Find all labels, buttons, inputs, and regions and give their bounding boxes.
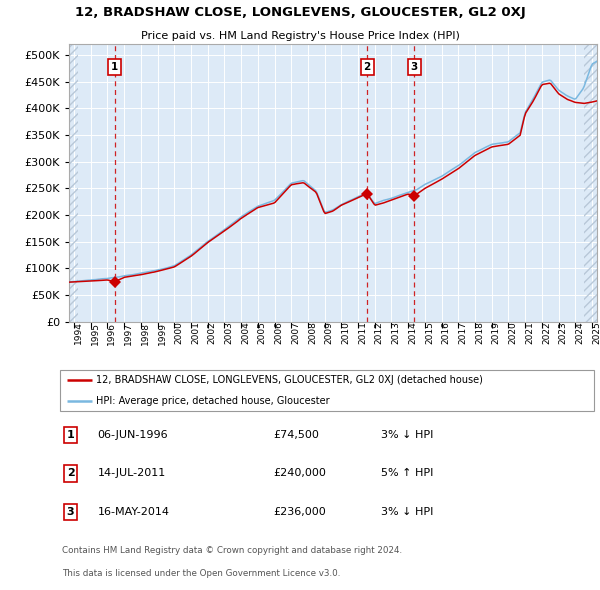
Text: 2: 2 bbox=[67, 468, 74, 478]
Text: 2022: 2022 bbox=[542, 322, 551, 344]
Text: 2001: 2001 bbox=[191, 322, 200, 345]
Text: Price paid vs. HM Land Registry's House Price Index (HPI): Price paid vs. HM Land Registry's House … bbox=[140, 31, 460, 41]
Text: £240,000: £240,000 bbox=[273, 468, 326, 478]
FancyBboxPatch shape bbox=[60, 370, 594, 411]
Text: 2: 2 bbox=[364, 61, 371, 71]
Text: 2018: 2018 bbox=[475, 322, 484, 345]
Text: 3: 3 bbox=[411, 61, 418, 71]
Text: 14-JUL-2011: 14-JUL-2011 bbox=[97, 468, 166, 478]
Text: 3: 3 bbox=[67, 507, 74, 517]
Text: 1999: 1999 bbox=[158, 322, 167, 345]
Text: 16-MAY-2014: 16-MAY-2014 bbox=[97, 507, 170, 517]
Text: 2015: 2015 bbox=[425, 322, 434, 345]
Text: £236,000: £236,000 bbox=[273, 507, 326, 517]
Text: 5% ↑ HPI: 5% ↑ HPI bbox=[381, 468, 433, 478]
Text: 2008: 2008 bbox=[308, 322, 317, 345]
Text: 2010: 2010 bbox=[341, 322, 350, 345]
Text: 2014: 2014 bbox=[408, 322, 417, 345]
Text: HPI: Average price, detached house, Gloucester: HPI: Average price, detached house, Glou… bbox=[96, 396, 329, 406]
Text: 12, BRADSHAW CLOSE, LONGLEVENS, GLOUCESTER, GL2 0XJ (detached house): 12, BRADSHAW CLOSE, LONGLEVENS, GLOUCEST… bbox=[96, 375, 483, 385]
Text: 1: 1 bbox=[111, 61, 118, 71]
Text: 1997: 1997 bbox=[124, 322, 133, 345]
Text: 2016: 2016 bbox=[442, 322, 451, 345]
Bar bbox=[584, 44, 600, 322]
Text: 2011: 2011 bbox=[358, 322, 367, 345]
Text: 2025: 2025 bbox=[592, 322, 600, 345]
Text: 1: 1 bbox=[67, 430, 74, 440]
Text: 06-JUN-1996: 06-JUN-1996 bbox=[97, 430, 168, 440]
Bar bbox=[69, 44, 78, 322]
Text: 2013: 2013 bbox=[391, 322, 400, 345]
Text: 2021: 2021 bbox=[525, 322, 534, 345]
Text: 2020: 2020 bbox=[508, 322, 517, 345]
Text: 2006: 2006 bbox=[275, 322, 284, 345]
Text: 2019: 2019 bbox=[492, 322, 501, 345]
Text: 3% ↓ HPI: 3% ↓ HPI bbox=[381, 430, 433, 440]
Text: 2023: 2023 bbox=[559, 322, 568, 345]
Text: 2007: 2007 bbox=[291, 322, 300, 345]
Text: This data is licensed under the Open Government Licence v3.0.: This data is licensed under the Open Gov… bbox=[62, 569, 341, 578]
Text: Contains HM Land Registry data © Crown copyright and database right 2024.: Contains HM Land Registry data © Crown c… bbox=[62, 546, 403, 555]
Text: £74,500: £74,500 bbox=[273, 430, 319, 440]
Text: 2000: 2000 bbox=[174, 322, 183, 345]
Text: 3% ↓ HPI: 3% ↓ HPI bbox=[381, 507, 433, 517]
Text: 1995: 1995 bbox=[91, 322, 100, 345]
Text: 1998: 1998 bbox=[141, 322, 150, 345]
Text: 2017: 2017 bbox=[458, 322, 467, 345]
Text: 2005: 2005 bbox=[258, 322, 267, 345]
Text: 2009: 2009 bbox=[325, 322, 334, 345]
Text: 2012: 2012 bbox=[375, 322, 384, 345]
Text: 2002: 2002 bbox=[208, 322, 217, 345]
Text: 1994: 1994 bbox=[74, 322, 83, 345]
Text: 2024: 2024 bbox=[575, 322, 584, 344]
Text: 2003: 2003 bbox=[224, 322, 233, 345]
Text: 2004: 2004 bbox=[241, 322, 250, 345]
Text: 12, BRADSHAW CLOSE, LONGLEVENS, GLOUCESTER, GL2 0XJ: 12, BRADSHAW CLOSE, LONGLEVENS, GLOUCEST… bbox=[74, 6, 526, 19]
Text: 1996: 1996 bbox=[107, 322, 116, 345]
